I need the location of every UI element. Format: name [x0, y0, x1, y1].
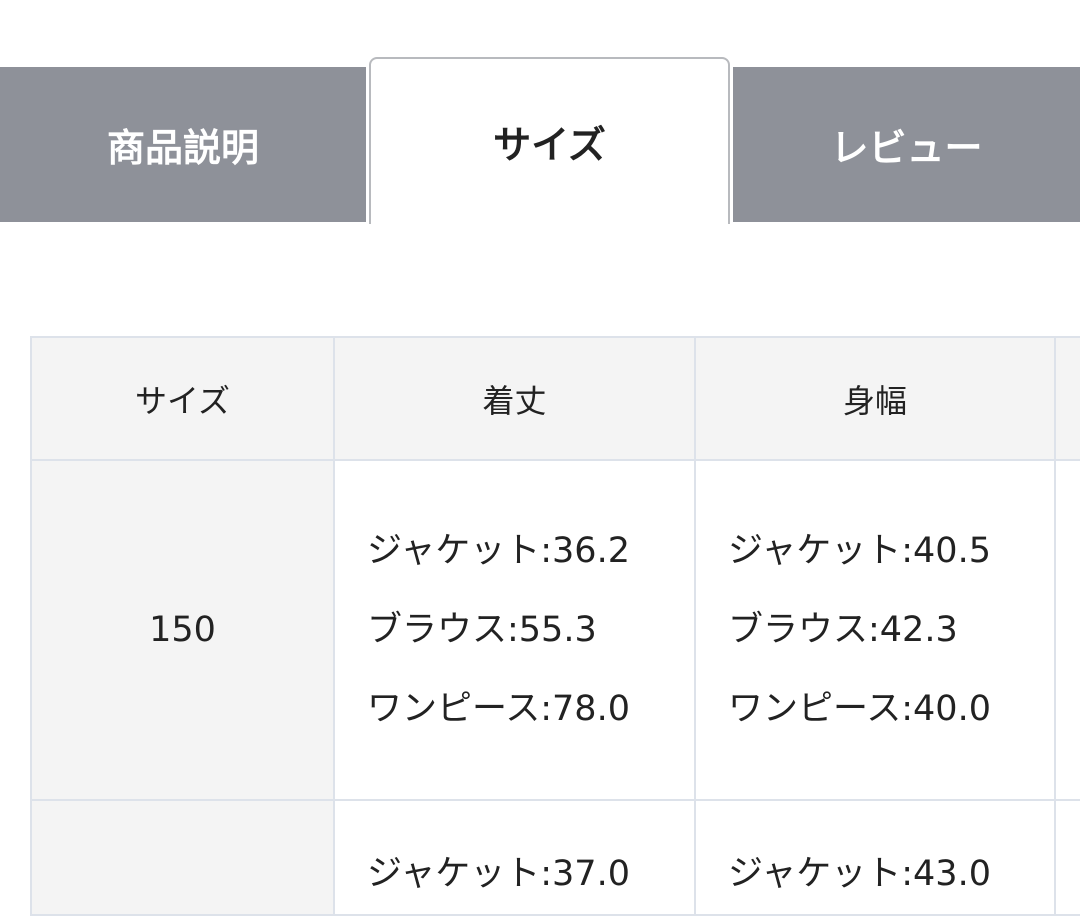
- table-row: ジャケット:37.0 ジャケット:43.0: [30, 799, 1080, 916]
- length-value: ジャケット:37.0: [367, 854, 630, 894]
- tab-label: サイズ: [493, 123, 606, 167]
- size-cell: 150: [30, 459, 335, 801]
- width-cell: ジャケット:43.0: [694, 799, 1056, 916]
- width-value: ジャケット:43.0: [728, 854, 991, 894]
- length-cell: ジャケット:37.0: [333, 799, 696, 916]
- table-row: 150 ジャケット:36.2 ブラウス:55.3 ワンピース:78.0 ジャケッ…: [30, 459, 1080, 801]
- extra-cell: [1054, 799, 1080, 916]
- header-size: サイズ: [30, 336, 335, 461]
- header-more: [1054, 336, 1080, 461]
- size-table: サイズ 着丈 身幅 150 ジャケット:36.2 ブラウス:55.3 ワンピース…: [30, 336, 1080, 916]
- width-cell: ジャケット:40.5 ブラウス:42.3 ワンピース:40.0: [694, 459, 1056, 801]
- length-cell: ジャケット:36.2 ブラウス:55.3 ワンピース:78.0: [333, 459, 696, 801]
- length-value: ワンピース:78.0: [367, 688, 630, 729]
- length-value: ジャケット:36.2: [367, 530, 630, 571]
- tab-label: 商品説明: [106, 126, 259, 170]
- size-table-container[interactable]: サイズ 着丈 身幅 150 ジャケット:36.2 ブラウス:55.3 ワンピース…: [30, 336, 1080, 916]
- tab-label: レビュー: [830, 126, 983, 170]
- tab-product-description[interactable]: 商品説明: [0, 67, 366, 222]
- tab-size[interactable]: サイズ: [369, 57, 730, 224]
- header-length: 着丈: [333, 336, 696, 461]
- width-value: ワンピース:40.0: [728, 688, 991, 729]
- tab-bar: 商品説明 サイズ レビュー: [0, 0, 1080, 224]
- extra-cell: [1054, 459, 1080, 801]
- header-width: 身幅: [694, 336, 1056, 461]
- table-header-row: サイズ 着丈 身幅: [30, 336, 1080, 461]
- width-value: ブラウス:42.3: [728, 609, 958, 650]
- length-value: ブラウス:55.3: [367, 609, 597, 650]
- width-value: ジャケット:40.5: [728, 530, 991, 571]
- size-cell: [30, 799, 335, 916]
- tab-review[interactable]: レビュー: [733, 67, 1080, 222]
